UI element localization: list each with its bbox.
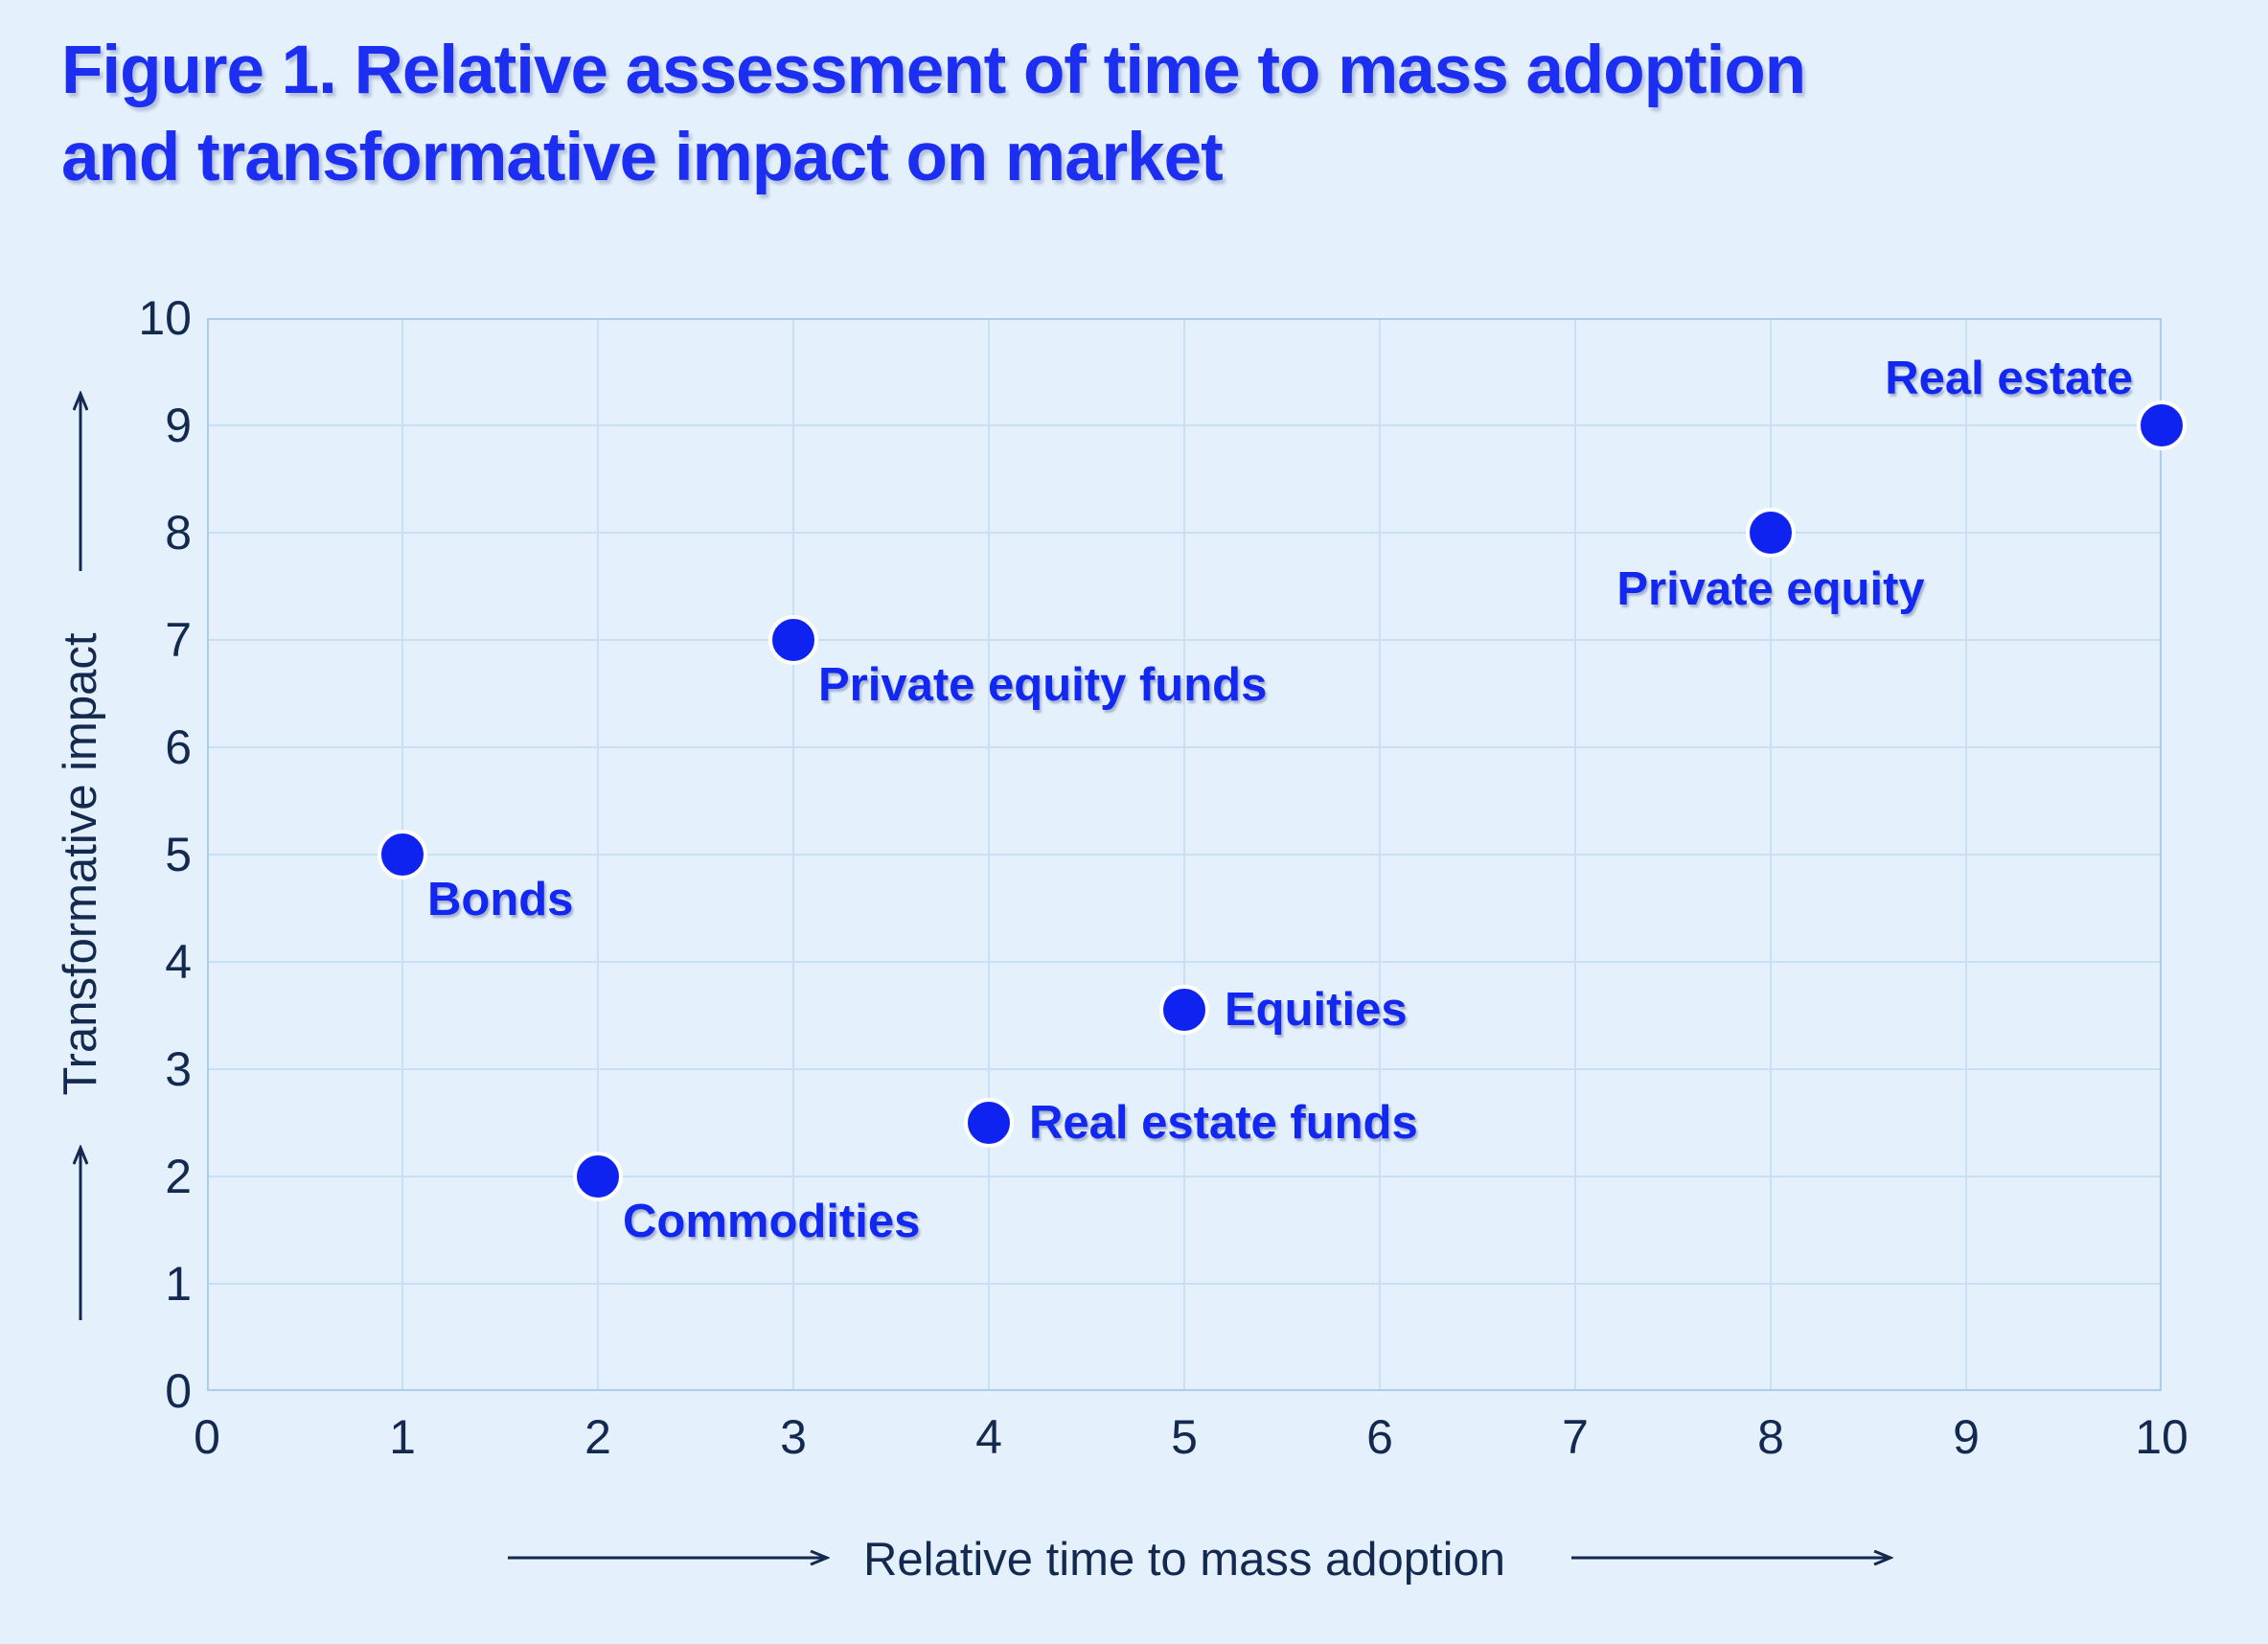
x-tick-2: 2 bbox=[584, 1410, 611, 1464]
x-tick-9: 9 bbox=[1953, 1410, 1980, 1464]
y-axis-title: Transformative impact bbox=[55, 632, 106, 1096]
x-tick-6: 6 bbox=[1366, 1410, 1393, 1464]
point-label-bonds: Bonds bbox=[427, 874, 574, 925]
y-tick-10: 10 bbox=[138, 291, 192, 345]
y-tick-5: 5 bbox=[165, 828, 192, 881]
x-tick-0: 0 bbox=[194, 1410, 220, 1464]
y-tick-7: 7 bbox=[165, 613, 192, 667]
point-label-commodities: Commodities bbox=[623, 1196, 921, 1247]
x-tick-8: 8 bbox=[1757, 1410, 1784, 1464]
point-label-equities: Equities bbox=[1225, 984, 1408, 1037]
y-tick-4: 4 bbox=[165, 935, 192, 989]
gridline-y-9 bbox=[209, 424, 2160, 426]
figure-title-line1: Figure 1. Relative assessment of time to… bbox=[61, 33, 1806, 108]
gridline-y-8 bbox=[209, 532, 2160, 534]
x-axis-title: Relative time to mass adoption bbox=[863, 1534, 1505, 1586]
y-tick-2: 2 bbox=[165, 1150, 192, 1203]
x-tick-5: 5 bbox=[1171, 1410, 1198, 1464]
data-point-real-estate bbox=[2137, 400, 2187, 450]
y-tick-0: 0 bbox=[165, 1364, 192, 1418]
figure-title: Figure 1. Relative assessment of time to… bbox=[61, 27, 1806, 201]
point-label-real-estate-funds: Real estate funds bbox=[1029, 1097, 1418, 1149]
x-tick-4: 4 bbox=[975, 1410, 1002, 1464]
gridline-y-6 bbox=[209, 746, 2160, 748]
figure-title-line2: and transformative impact on market bbox=[61, 120, 1224, 195]
gridline-y-1 bbox=[209, 1283, 2160, 1285]
y-tick-3: 3 bbox=[165, 1042, 192, 1096]
data-point-real-estate-funds bbox=[964, 1098, 1014, 1148]
x-axis-arrow-left bbox=[508, 1550, 830, 1565]
gridline-y-3 bbox=[209, 1068, 2160, 1070]
y-tick-9: 9 bbox=[165, 399, 192, 452]
y-tick-1: 1 bbox=[165, 1257, 192, 1311]
y-tick-8: 8 bbox=[165, 506, 192, 559]
gridline-y-7 bbox=[209, 639, 2160, 641]
x-axis-arrow-right bbox=[1571, 1550, 1893, 1565]
point-label-private-equity: Private equity bbox=[1616, 563, 1925, 615]
y-tick-6: 6 bbox=[165, 720, 192, 774]
point-label-private-equity-funds: Private equity funds bbox=[818, 659, 1268, 711]
data-point-bonds bbox=[378, 830, 427, 879]
scatter-plot-area bbox=[207, 318, 2162, 1391]
data-point-equities bbox=[1159, 985, 1209, 1036]
data-point-commodities bbox=[573, 1152, 623, 1201]
point-label-real-estate: Real estate bbox=[1885, 353, 2133, 404]
y-axis-arrow-upper bbox=[73, 391, 88, 573]
gridline-y-5 bbox=[209, 854, 2160, 856]
y-axis-arrow-lower bbox=[73, 1145, 88, 1322]
x-tick-3: 3 bbox=[780, 1410, 807, 1464]
data-point-private-equity-funds bbox=[768, 615, 818, 665]
x-tick-7: 7 bbox=[1562, 1410, 1589, 1464]
gridline-y-4 bbox=[209, 961, 2160, 963]
x-tick-10: 10 bbox=[2135, 1410, 2188, 1464]
x-tick-1: 1 bbox=[389, 1410, 416, 1464]
data-point-private-equity bbox=[1746, 508, 1796, 558]
gridline-y-2 bbox=[209, 1176, 2160, 1177]
